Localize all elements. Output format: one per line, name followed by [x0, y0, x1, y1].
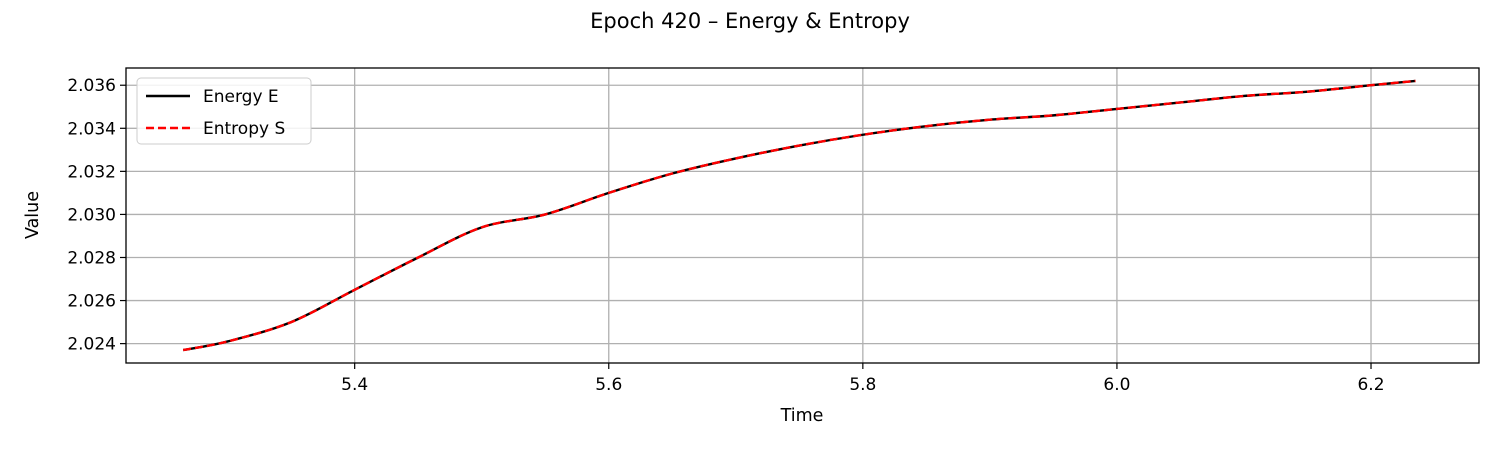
- x-tick-label: 5.4: [341, 375, 368, 395]
- x-tick-label: 5.8: [849, 375, 876, 395]
- series-group: [182, 79, 1416, 352]
- y-tick-label: 2.034: [67, 119, 116, 139]
- y-ticks: 2.024 2.026 2.028 2.030 2.032 2.034 2.036: [67, 76, 126, 355]
- legend-box: [136, 77, 312, 145]
- grid: [126, 68, 1479, 363]
- x-ticks: 5.4 5.6 5.8 6.0 6.2: [341, 363, 1385, 395]
- plot-frame: [125, 67, 1480, 364]
- y-tick-label: 2.032: [67, 162, 116, 182]
- x-tick-label: 6.0: [1103, 375, 1130, 395]
- x-axis-label: Time: [780, 406, 824, 426]
- y-axis-label: Value: [23, 191, 43, 239]
- series-line-energy-e: [182, 79, 1416, 352]
- x-tick-label: 5.6: [595, 375, 622, 395]
- y-tick-label: 2.036: [67, 76, 116, 96]
- y-tick-label: 2.030: [67, 205, 116, 225]
- series-line-entropy-s: [182, 79, 1416, 352]
- x-tick-label: 6.2: [1357, 375, 1384, 395]
- legend-label: Energy E: [203, 87, 279, 107]
- legend: Energy E Entropy S: [136, 77, 312, 145]
- y-tick-label: 2.028: [67, 248, 116, 268]
- chart-title: Epoch 420 – Energy & Entropy: [590, 9, 910, 33]
- legend-label: Entropy S: [203, 119, 285, 139]
- y-tick-label: 2.026: [67, 292, 116, 312]
- y-tick-label: 2.024: [67, 335, 116, 355]
